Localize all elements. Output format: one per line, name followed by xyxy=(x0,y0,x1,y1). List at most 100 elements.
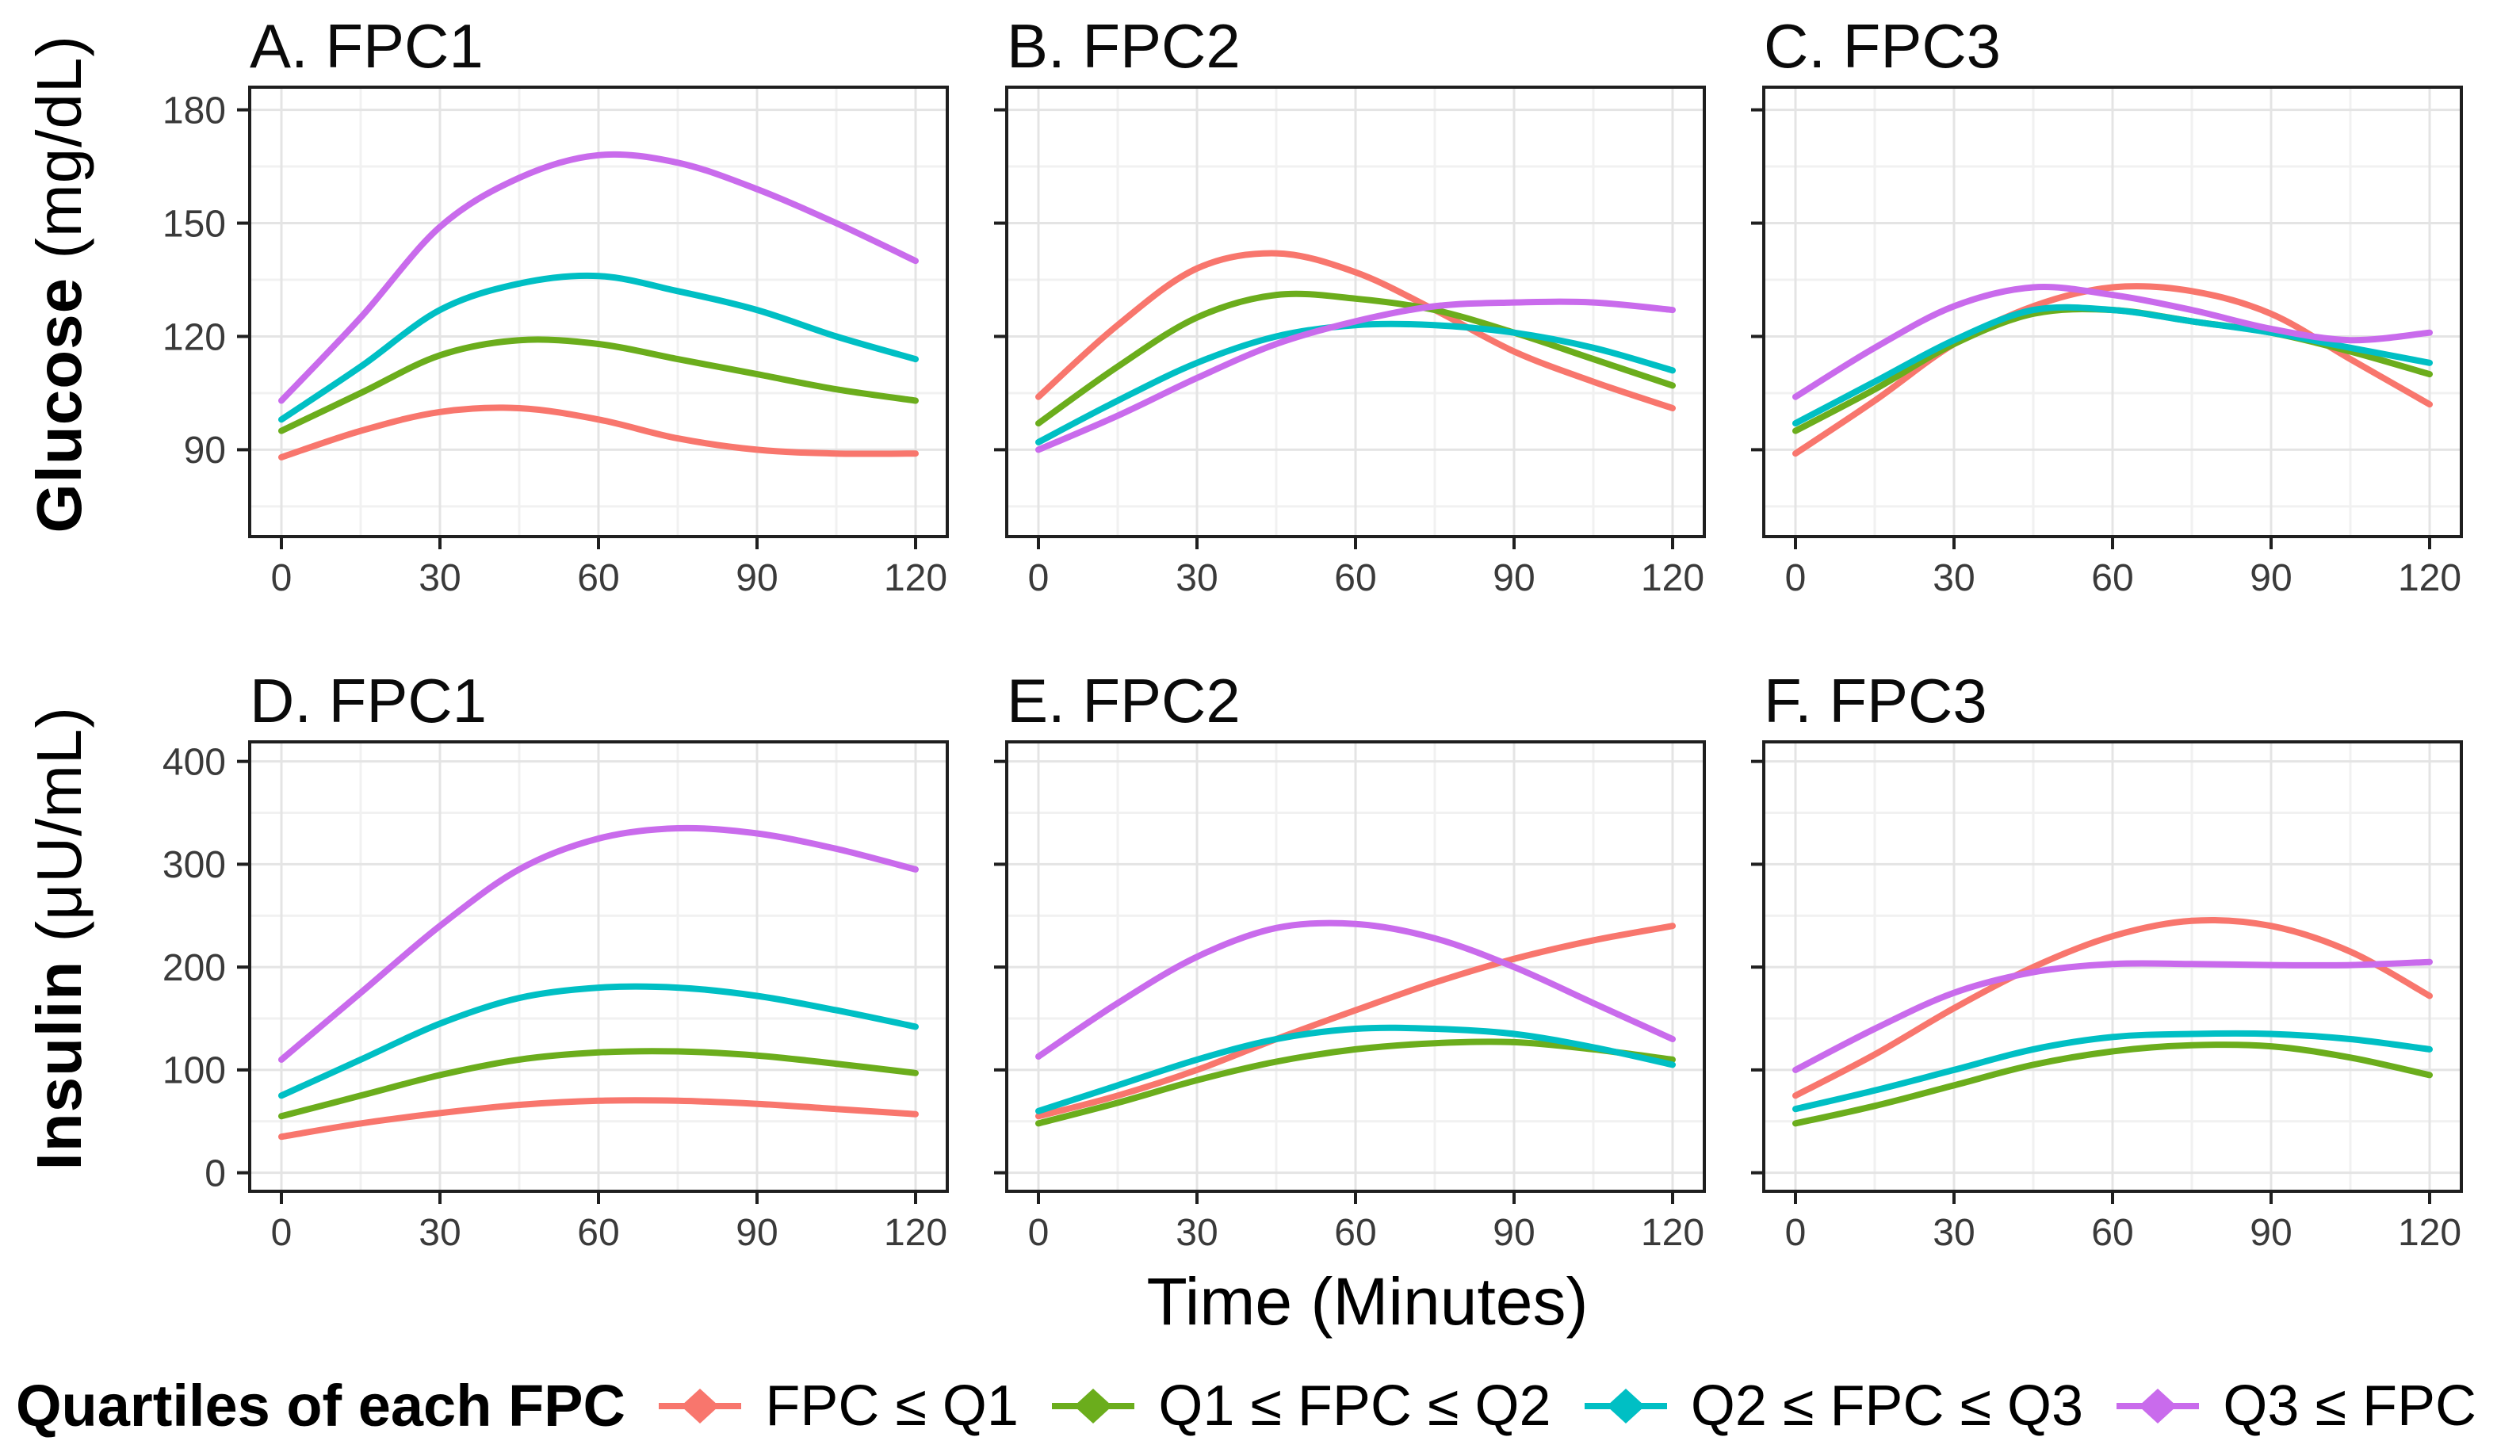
series-line xyxy=(1035,298,1676,453)
series-line xyxy=(1792,284,2433,400)
y-axis-label-glucose-bold: Glucose xyxy=(24,277,94,533)
legend-item-q4: Q3 ≤ FPC xyxy=(2113,1374,2476,1439)
y-tick-label: 150 xyxy=(163,203,226,245)
series-line xyxy=(1792,958,2433,1073)
panel-title-d: D. FPC1 xyxy=(250,666,488,736)
x-tick-label: 60 xyxy=(2091,557,2133,599)
y-axis-label-glucose: Glucose (mg/dL) xyxy=(12,11,107,604)
panel-svg: 0 30 60 90 120 xyxy=(994,86,1706,599)
series-line xyxy=(278,151,919,404)
line-chart-a: 0 30 60 90 120 90 120 150 180 xyxy=(107,81,959,604)
x-tick-label: 90 xyxy=(2250,1212,2292,1254)
series-line xyxy=(278,272,919,423)
series-line xyxy=(1035,919,1676,1060)
x-tick-label: 120 xyxy=(2398,557,2461,599)
y-axis-label-insulin: Insulin (μU/mL) xyxy=(12,666,107,1259)
legend-item-q2: Q1 ≤ FPC ≤ Q2 xyxy=(1049,1374,1551,1439)
series-line xyxy=(278,824,919,1063)
glucose-row: Glucose (mg/dL) A. FPC1 0 30 60 90 120 90 120 1… xyxy=(12,11,2520,604)
panel-svg: 0 30 60 90 120 xyxy=(1751,740,2463,1254)
x-tick-label: 90 xyxy=(736,1212,778,1254)
x-tick-label: 90 xyxy=(736,557,778,599)
x-tick-label: 90 xyxy=(2250,557,2292,599)
line-chart-e: 0 30 60 90 120 xyxy=(959,736,1716,1259)
series-line xyxy=(278,1097,919,1141)
x-tick-label: 60 xyxy=(1334,557,1376,599)
x-tick-label: 120 xyxy=(884,1212,947,1254)
series-line xyxy=(278,404,919,460)
panel-f-fpc3-insulin: F. FPC3 0 30 60 90 120 xyxy=(1716,666,2473,1259)
legend-title: Quartiles of each FPC xyxy=(16,1373,625,1439)
series-line xyxy=(1792,1030,2433,1113)
x-tick-label: 0 xyxy=(1028,1212,1050,1254)
y-axis-label-insulin-bold: Insulin xyxy=(24,960,94,1171)
insulin-row: Insulin (μU/mL) D. FPC1 0 30 60 90 120 0 100 20… xyxy=(12,666,2520,1259)
y-tick-label: 100 xyxy=(163,1050,226,1092)
series-line xyxy=(1035,1024,1676,1114)
series-line xyxy=(1792,1041,2433,1127)
x-tick-label: 0 xyxy=(1785,1212,1807,1254)
panel-svg: 0 30 60 90 120 90 120 150 180 xyxy=(163,86,949,599)
series-line xyxy=(1035,320,1676,445)
legend-marker-diamond-icon xyxy=(1052,1388,1135,1424)
panel-title-b: B. FPC2 xyxy=(1007,11,1241,81)
panel-svg: 0 30 60 90 120 xyxy=(1751,86,2463,599)
series-line xyxy=(278,336,919,434)
x-tick-label: 120 xyxy=(2398,1212,2461,1254)
x-axis-label: Time (Minutes) xyxy=(1146,1264,1589,1339)
series-line xyxy=(1792,916,2433,1099)
y-axis-label-insulin-text: Insulin (μU/mL) xyxy=(23,706,96,1171)
legend-item-q1: FPC ≤ Q1 xyxy=(656,1374,1019,1439)
panel-d-fpc1-insulin: D. FPC1 0 30 60 90 120 0 100 200 300 400 xyxy=(107,666,959,1259)
x-tick-label: 120 xyxy=(1641,557,1704,599)
legend-item-label: Q2 ≤ FPC ≤ Q3 xyxy=(1690,1374,2084,1438)
series-line xyxy=(1035,923,1676,1120)
series-line xyxy=(1035,290,1676,427)
legend-item-label: Q3 ≤ FPC xyxy=(2223,1374,2476,1438)
x-tick-label: 30 xyxy=(1933,1212,1975,1254)
x-tick-label: 60 xyxy=(2091,1212,2133,1254)
panel-e-fpc2-insulin: E. FPC2 0 30 60 90 120 xyxy=(959,666,1716,1259)
y-axis-label-glucose-unit: (mg/dL) xyxy=(24,34,94,277)
x-tick-label: 60 xyxy=(577,557,619,599)
y-axis-label-insulin-unit: (μU/mL) xyxy=(24,706,94,961)
line-chart-c: 0 30 60 90 120 xyxy=(1716,81,2473,604)
panel-b-fpc2-glucose: B. FPC2 0 30 60 90 120 xyxy=(959,11,1716,604)
panel-c-fpc3-glucose: C. FPC3 0 30 60 90 120 xyxy=(1716,11,2473,604)
legend-marker-diamond-icon xyxy=(1584,1388,1667,1424)
x-tick-label: 0 xyxy=(1028,557,1050,599)
x-tick-label: 30 xyxy=(1933,557,1975,599)
panel-svg: 0 30 60 90 120 0 100 200 300 400 xyxy=(163,740,949,1254)
x-tick-label: 30 xyxy=(419,1212,461,1254)
x-tick-label: 120 xyxy=(1641,1212,1704,1254)
line-chart-f: 0 30 60 90 120 xyxy=(1716,736,2473,1259)
panel-title-e: E. FPC2 xyxy=(1007,666,1241,736)
panel-a-fpc1-glucose: A. FPC1 0 30 60 90 120 90 120 150 180 xyxy=(107,11,959,604)
series-line xyxy=(278,983,919,1099)
line-chart-d: 0 30 60 90 120 0 100 200 300 400 xyxy=(107,736,959,1259)
legend-item-q3: Q2 ≤ FPC ≤ Q3 xyxy=(1581,1374,2083,1439)
x-tick-label: 30 xyxy=(419,557,461,599)
y-tick-label: 90 xyxy=(184,430,226,472)
x-tick-label: 90 xyxy=(1493,557,1535,599)
legend: Quartiles of each FPC FPC ≤ Q1 Q1 ≤ FPC … xyxy=(12,1372,2520,1439)
y-tick-label: 400 xyxy=(163,741,226,783)
legend-item-label: FPC ≤ Q1 xyxy=(765,1374,1019,1438)
y-tick-label: 200 xyxy=(163,947,226,989)
x-tick-label: 30 xyxy=(1176,557,1218,599)
panel-svg: 0 30 60 90 120 xyxy=(994,740,1706,1254)
panel-title-a: A. FPC1 xyxy=(250,11,484,81)
y-tick-label: 180 xyxy=(163,90,226,132)
x-tick-label: 0 xyxy=(271,557,293,599)
panel-title-f: F. FPC3 xyxy=(1764,666,1987,736)
series-line xyxy=(1035,250,1676,411)
y-axis-label-glucose-text: Glucose (mg/dL) xyxy=(23,35,96,533)
x-tick-label: 60 xyxy=(1334,1212,1376,1254)
line-chart-b: 0 30 60 90 120 xyxy=(959,81,1716,604)
x-tick-label: 0 xyxy=(271,1212,293,1254)
y-tick-label: 0 xyxy=(205,1152,226,1194)
x-tick-label: 0 xyxy=(1785,557,1807,599)
legend-item-label: Q1 ≤ FPC ≤ Q2 xyxy=(1158,1374,1551,1438)
legend-marker-diamond-icon xyxy=(2117,1388,2200,1424)
